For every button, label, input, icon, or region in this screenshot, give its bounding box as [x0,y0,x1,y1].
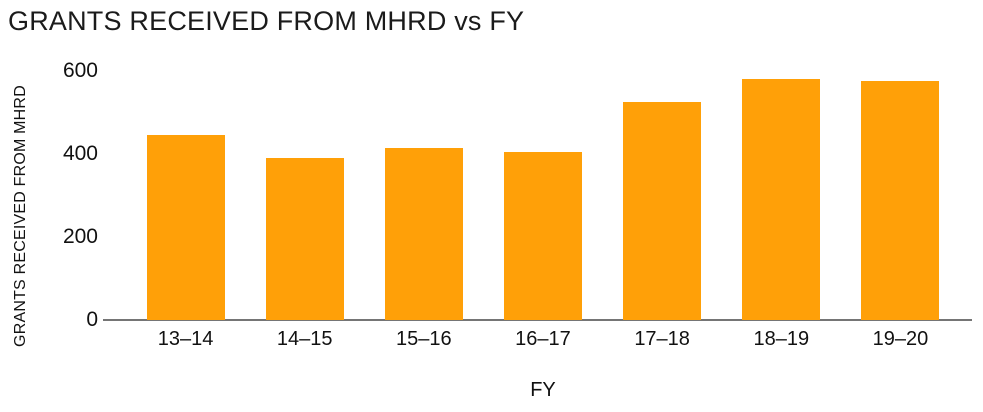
y-tick-label-200: 200 [62,225,98,248]
bar-14–15 [265,158,344,320]
plot-area [103,71,972,321]
y-tick-label-0: 0 [86,308,98,331]
x-tick-label-16–17: 16–17 [515,328,571,350]
x-tick-label-17–18: 17–18 [634,328,690,350]
x-tick-label-13–14: 13–14 [157,328,214,350]
bar-13–14 [146,135,225,320]
bars-container [105,71,972,320]
x-axis-line [103,319,972,321]
bar-slot-19–20 [841,71,960,320]
x-tick-label-19–20: 19–20 [872,328,929,350]
bar-slot-16–17 [483,71,602,320]
bar-15–16 [384,147,463,320]
bar-slot-17–18 [603,71,722,320]
x-axis-title: FY [530,379,556,401]
y-axis-tick-labels: 0 200 400 600 [0,59,98,331]
x-tick-label-15–16: 15–16 [396,328,452,350]
bar-slot-18–19 [722,71,841,320]
x-tick-label-18–19: 18–19 [753,328,810,350]
y-tick-label-400: 400 [62,142,98,165]
bar-18–19 [742,79,821,320]
bar-slot-15–16 [364,71,483,320]
bar-slot-13–14 [126,71,245,320]
bar-17–18 [623,102,702,320]
bar-16–17 [503,151,582,320]
chart-title: GRANTS RECEIVED FROM MHRD vs FY [8,6,525,36]
x-tick-label-14–15: 14–15 [276,328,333,350]
bar-19–20 [861,81,940,320]
bar-slot-14–15 [245,71,364,320]
y-tick-label-600: 600 [62,59,98,82]
x-axis-tick-labels: 13–14 14–15 15–16 16–17 17–18 18–19 19–20 [105,328,972,351]
